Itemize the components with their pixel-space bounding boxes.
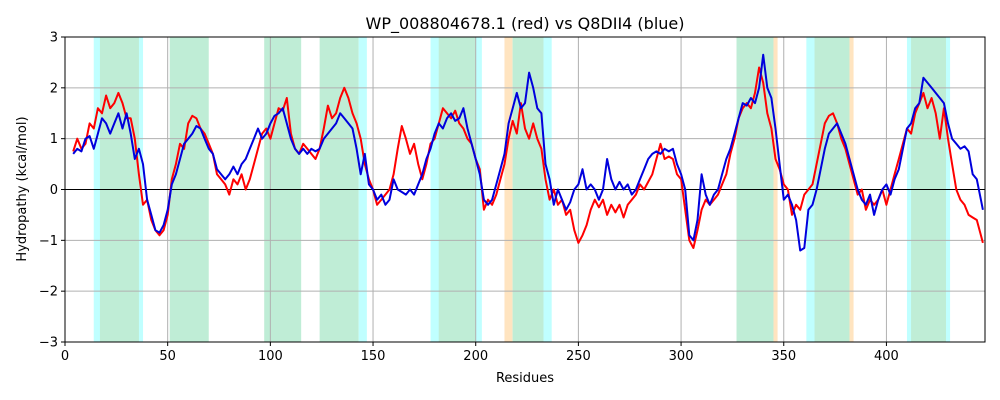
y-tick-label: 0 (50, 183, 58, 198)
x-tick-label: 50 (159, 349, 176, 364)
y-tick-label: −3 (39, 336, 58, 351)
x-tick-label: 150 (361, 349, 386, 364)
y-axis-label: Hydropathy (kcal/mol) (15, 116, 30, 261)
series-line-blue (72, 53, 984, 252)
y-tick-label: −2 (39, 285, 58, 300)
chart-title: WP_008804678.1 (red) vs Q8DII4 (blue) (366, 14, 685, 34)
series-layer (72, 53, 984, 252)
x-tick-label: 350 (771, 349, 796, 364)
x-tick-label: 0 (61, 349, 69, 364)
y-tick-label: 1 (50, 132, 58, 147)
y-tick-label: −1 (39, 234, 58, 249)
series-line-red (72, 66, 984, 249)
x-axis-label: Residues (496, 371, 554, 386)
x-tick-label: 200 (463, 349, 488, 364)
y-tick-label: 2 (50, 81, 58, 96)
x-tick-label: 250 (566, 349, 591, 364)
x-tick-label: 300 (669, 349, 694, 364)
y-tick-label: 3 (50, 31, 58, 46)
ticks-layer: 0 50 100 150 200 250 300 350 400 −3 −2 −1 0 1 2 3 (39, 31, 899, 365)
x-tick-label: 100 (258, 349, 283, 364)
x-tick-label: 400 (874, 349, 899, 364)
